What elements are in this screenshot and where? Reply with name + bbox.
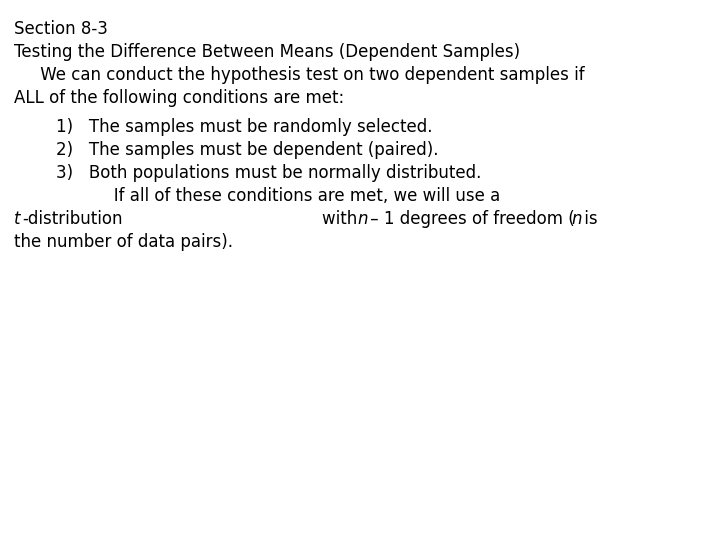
Text: If all of these conditions are met, we will use a: If all of these conditions are met, we w… xyxy=(14,187,500,205)
Text: ALL of the following conditions are met:: ALL of the following conditions are met: xyxy=(14,89,344,107)
Text: 2)   The samples must be dependent (paired).: 2) The samples must be dependent (paired… xyxy=(14,141,438,159)
Text: We can conduct the hypothesis test on two dependent samples if: We can conduct the hypothesis test on tw… xyxy=(14,66,585,84)
Text: the number of data pairs).: the number of data pairs). xyxy=(14,233,233,251)
Text: with: with xyxy=(322,210,362,228)
Text: Section 8-3: Section 8-3 xyxy=(14,20,108,38)
Text: 3)   Both populations must be normally distributed.: 3) Both populations must be normally dis… xyxy=(14,164,482,182)
Text: – 1 degrees of freedom (: – 1 degrees of freedom ( xyxy=(365,210,575,228)
Text: is: is xyxy=(579,210,598,228)
Text: n: n xyxy=(571,210,582,228)
Text: n: n xyxy=(357,210,367,228)
Text: Testing the Difference Between Means (Dependent Samples): Testing the Difference Between Means (De… xyxy=(14,43,520,61)
Text: -distribution: -distribution xyxy=(22,210,122,228)
Text: t: t xyxy=(14,210,20,228)
Text: 1)   The samples must be randomly selected.: 1) The samples must be randomly selected… xyxy=(14,118,433,136)
